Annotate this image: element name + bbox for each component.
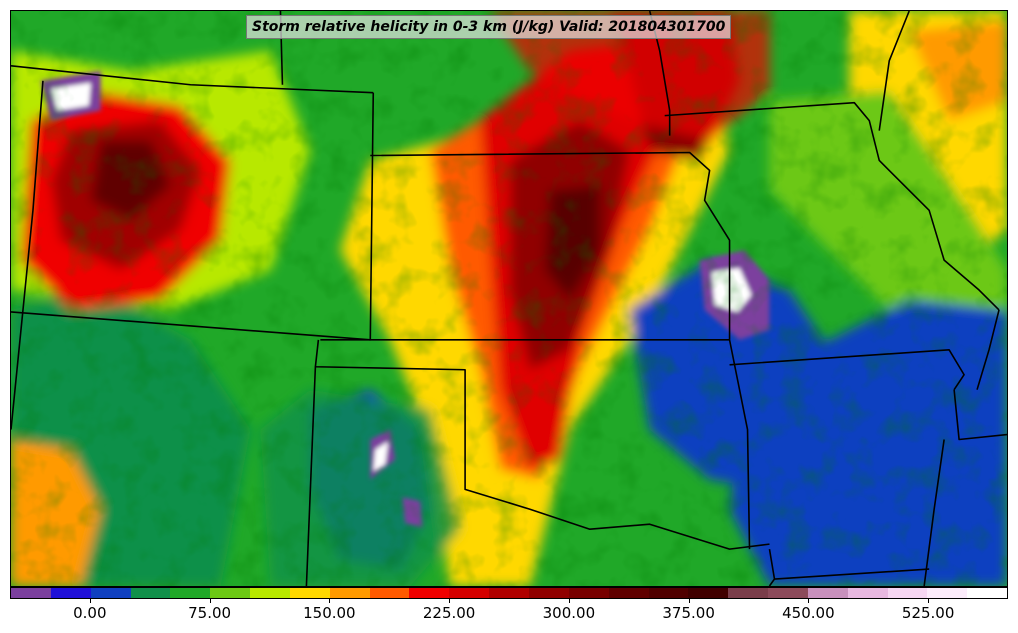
boundary-wy-ut	[11, 80, 44, 430]
boundary-mid-plains	[370, 151, 731, 340]
colorbar-cell	[130, 588, 171, 598]
boundary-nw-state	[11, 65, 374, 94]
colorbar-tick-mark	[449, 599, 451, 603]
colorbar-tick-label: 375.00	[662, 604, 715, 622]
colorbar-tick-label: 525.00	[901, 604, 955, 622]
colorbar-ticks: 0.00 75.00 150.00 225.00 300.00 375.00 450.00 5…	[10, 599, 1008, 629]
colorbar-cell	[170, 588, 211, 598]
helicity-shading	[11, 11, 1007, 586]
colorbar-tick-mark	[808, 599, 810, 603]
colorbar-cell	[608, 588, 649, 598]
colorbar-cell	[329, 588, 370, 598]
colorbar-cell	[50, 588, 91, 598]
colorbar-cell	[90, 588, 131, 598]
boundary-tx-nm	[305, 366, 317, 586]
colorbar-cell	[728, 588, 769, 598]
colorbar-cell	[768, 588, 808, 598]
colorbar-cell	[289, 588, 330, 598]
colorbar-tick-label: 0.00	[73, 604, 107, 622]
colorbar-tick-mark	[568, 599, 570, 603]
colorbar-tick-mark	[89, 599, 91, 603]
colorbar-tick-label: 450.00	[782, 604, 835, 622]
colorbar-tick-mark	[928, 599, 930, 603]
colorbar-cell	[250, 588, 290, 598]
colorbar-cell	[11, 588, 51, 598]
colorbar-tick-label: 75.00	[188, 604, 232, 622]
boundary-wi-mi	[878, 11, 910, 131]
boundary-east-edge	[976, 309, 1000, 390]
map-title: Storm relative helicity in 0-3 km (J/kg)…	[246, 15, 732, 39]
boundary-ok-panhandle	[314, 339, 770, 550]
colorbar-tick-label: 300.00	[542, 604, 596, 622]
boundary-ms-river	[953, 389, 1007, 441]
colorbar-cell	[210, 588, 251, 598]
colorbar-cell	[409, 588, 450, 598]
boundary-south-east	[774, 568, 930, 580]
colorbar-tick-label: 150.00	[303, 604, 356, 622]
colorbar-cell	[648, 588, 689, 598]
colorbar-cell	[807, 588, 848, 598]
colorbar-tick-label: 225.00	[422, 604, 476, 622]
colorbar-cell	[927, 588, 968, 598]
shading-texture	[11, 11, 1007, 586]
boundary-ms-river-south	[923, 439, 945, 586]
colorbar-tick-mark	[688, 599, 690, 603]
colorbar-cell	[489, 588, 529, 598]
map-panel	[10, 10, 1008, 587]
colorbar-cell	[847, 588, 888, 598]
colorbar-tick-mark	[209, 599, 211, 603]
boundary-mo-ar	[729, 349, 965, 391]
colorbar-cell	[967, 588, 1008, 598]
colorbar-cell	[449, 588, 490, 598]
boundary-ia-mn	[664, 101, 1000, 311]
colorbar-tick-mark	[329, 599, 331, 603]
helicity-map	[11, 11, 1007, 586]
colorbar-cell	[369, 588, 410, 598]
colorbar-cell	[887, 588, 928, 598]
colorbar-cell	[688, 588, 729, 598]
colorbar-cell	[528, 588, 569, 598]
colorbar-cell	[568, 588, 609, 598]
colorbar	[10, 587, 1008, 599]
boundary-ok-ar	[728, 339, 751, 550]
